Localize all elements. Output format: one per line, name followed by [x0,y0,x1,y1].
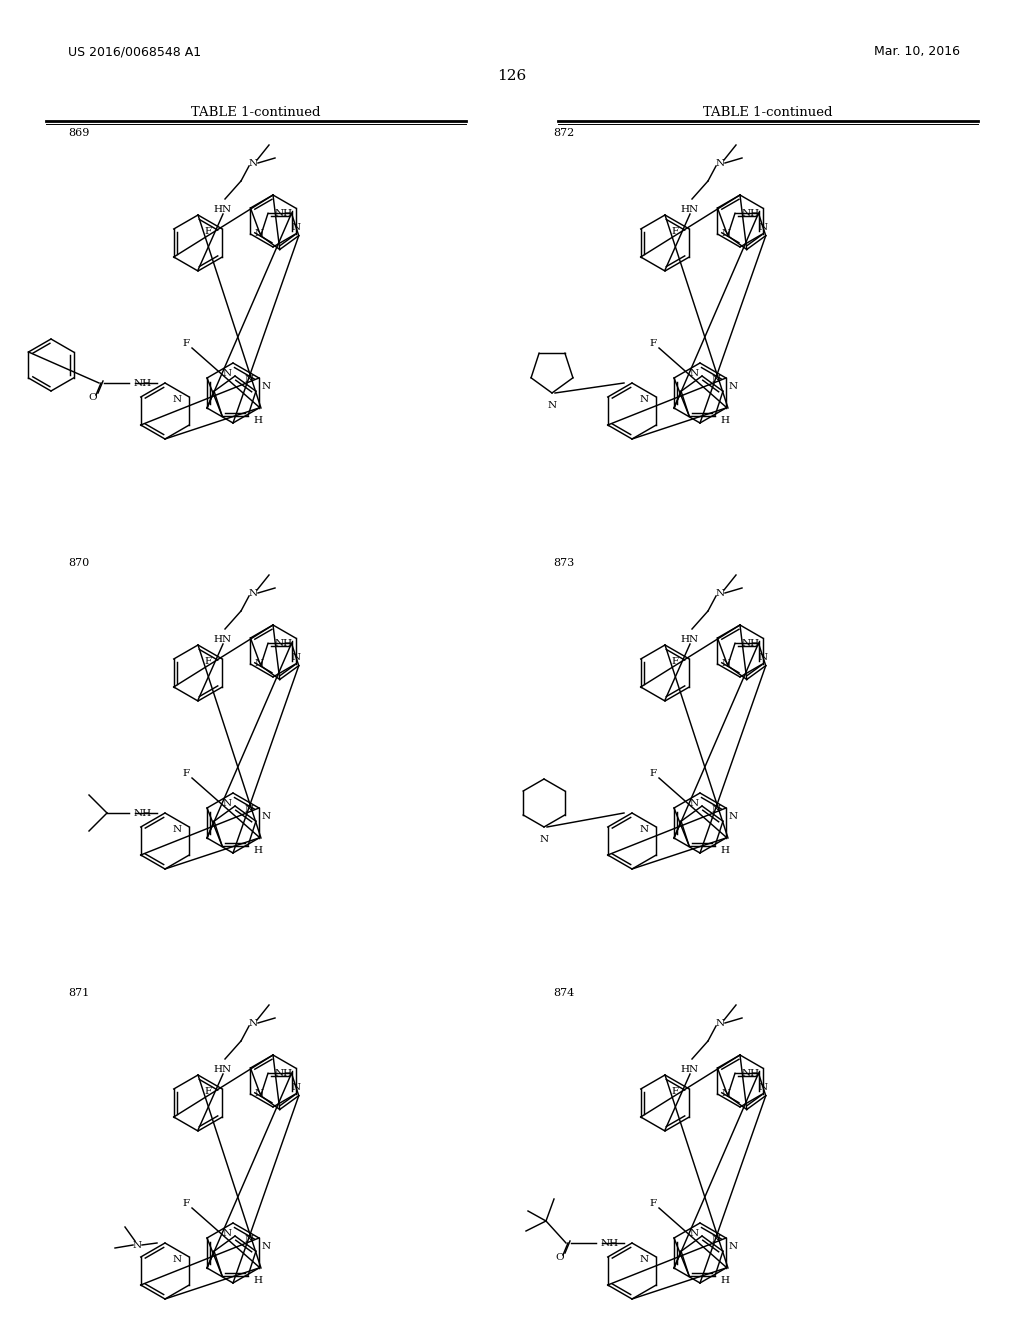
Text: N: N [728,1242,737,1251]
Text: N: N [173,396,182,404]
Text: N: N [245,805,254,814]
Text: N: N [261,381,270,391]
Text: N: N [173,1255,182,1265]
Text: N: N [716,158,725,168]
Text: H: H [254,846,262,855]
Text: N: N [255,1089,264,1098]
Text: HN: HN [214,205,232,214]
Text: N: N [722,660,731,668]
Text: NH: NH [601,1238,620,1247]
Text: 874: 874 [553,987,574,998]
Text: N: N [640,825,649,834]
Text: Mar. 10, 2016: Mar. 10, 2016 [874,45,961,58]
Text: N: N [173,825,182,834]
Text: O: O [556,1253,564,1262]
Text: N: N [758,1084,767,1092]
Text: N: N [249,589,258,598]
Text: 873: 873 [553,558,574,568]
Text: 870: 870 [68,558,89,568]
Text: NH: NH [742,1069,760,1078]
Text: HN: HN [214,635,232,644]
Text: F: F [182,1199,189,1208]
Text: 126: 126 [498,69,526,83]
Text: 871: 871 [68,987,89,998]
Text: H: H [254,416,262,425]
Text: N: N [245,375,254,384]
Text: N: N [540,834,549,843]
Text: NH: NH [134,379,152,388]
Text: N: N [712,1236,721,1245]
Text: N: N [728,812,737,821]
Text: N: N [132,1241,141,1250]
Text: HN: HN [681,205,699,214]
Text: F: F [672,227,679,235]
Text: NH: NH [274,639,293,648]
Text: N: N [712,375,721,384]
Text: N: N [291,223,300,232]
Text: F: F [182,768,189,777]
Text: N: N [758,653,767,663]
Text: N: N [722,230,731,239]
Text: F: F [649,768,656,777]
Text: N: N [255,660,264,668]
Text: H: H [721,846,729,855]
Text: N: N [222,368,231,378]
Text: F: F [672,1086,679,1096]
Text: HN: HN [681,1064,699,1073]
Text: N: N [758,223,767,232]
Text: N: N [249,1019,258,1027]
Text: NH: NH [274,209,293,218]
Text: N: N [689,799,698,808]
Text: N: N [291,653,300,663]
Text: N: N [640,1255,649,1265]
Text: N: N [261,812,270,821]
Text: N: N [255,230,264,239]
Text: F: F [182,338,189,347]
Text: F: F [205,656,212,665]
Text: N: N [728,381,737,391]
Text: N: N [640,396,649,404]
Text: N: N [716,589,725,598]
Text: F: F [205,1086,212,1096]
Text: O: O [89,392,97,401]
Text: N: N [689,368,698,378]
Text: 872: 872 [553,128,574,139]
Text: NH: NH [742,639,760,648]
Text: F: F [649,338,656,347]
Text: H: H [721,416,729,425]
Text: HN: HN [214,1064,232,1073]
Text: US 2016/0068548 A1: US 2016/0068548 A1 [68,45,201,58]
Text: N: N [291,1084,300,1092]
Text: NH: NH [742,209,760,218]
Text: N: N [222,1229,231,1238]
Text: F: F [205,227,212,235]
Text: N: N [245,1236,254,1245]
Text: N: N [261,1242,270,1251]
Text: N: N [712,805,721,814]
Text: N: N [249,158,258,168]
Text: N: N [716,1019,725,1027]
Text: F: F [672,656,679,665]
Text: N: N [548,400,557,409]
Text: H: H [721,1276,729,1286]
Text: N: N [222,799,231,808]
Text: N: N [689,1229,698,1238]
Text: H: H [254,1276,262,1286]
Text: 869: 869 [68,128,89,139]
Text: F: F [649,1199,656,1208]
Text: NH: NH [274,1069,293,1078]
Text: N: N [722,1089,731,1098]
Text: TABLE 1-continued: TABLE 1-continued [703,106,833,119]
Text: HN: HN [681,635,699,644]
Text: TABLE 1-continued: TABLE 1-continued [191,106,321,119]
Text: NH: NH [134,808,152,817]
